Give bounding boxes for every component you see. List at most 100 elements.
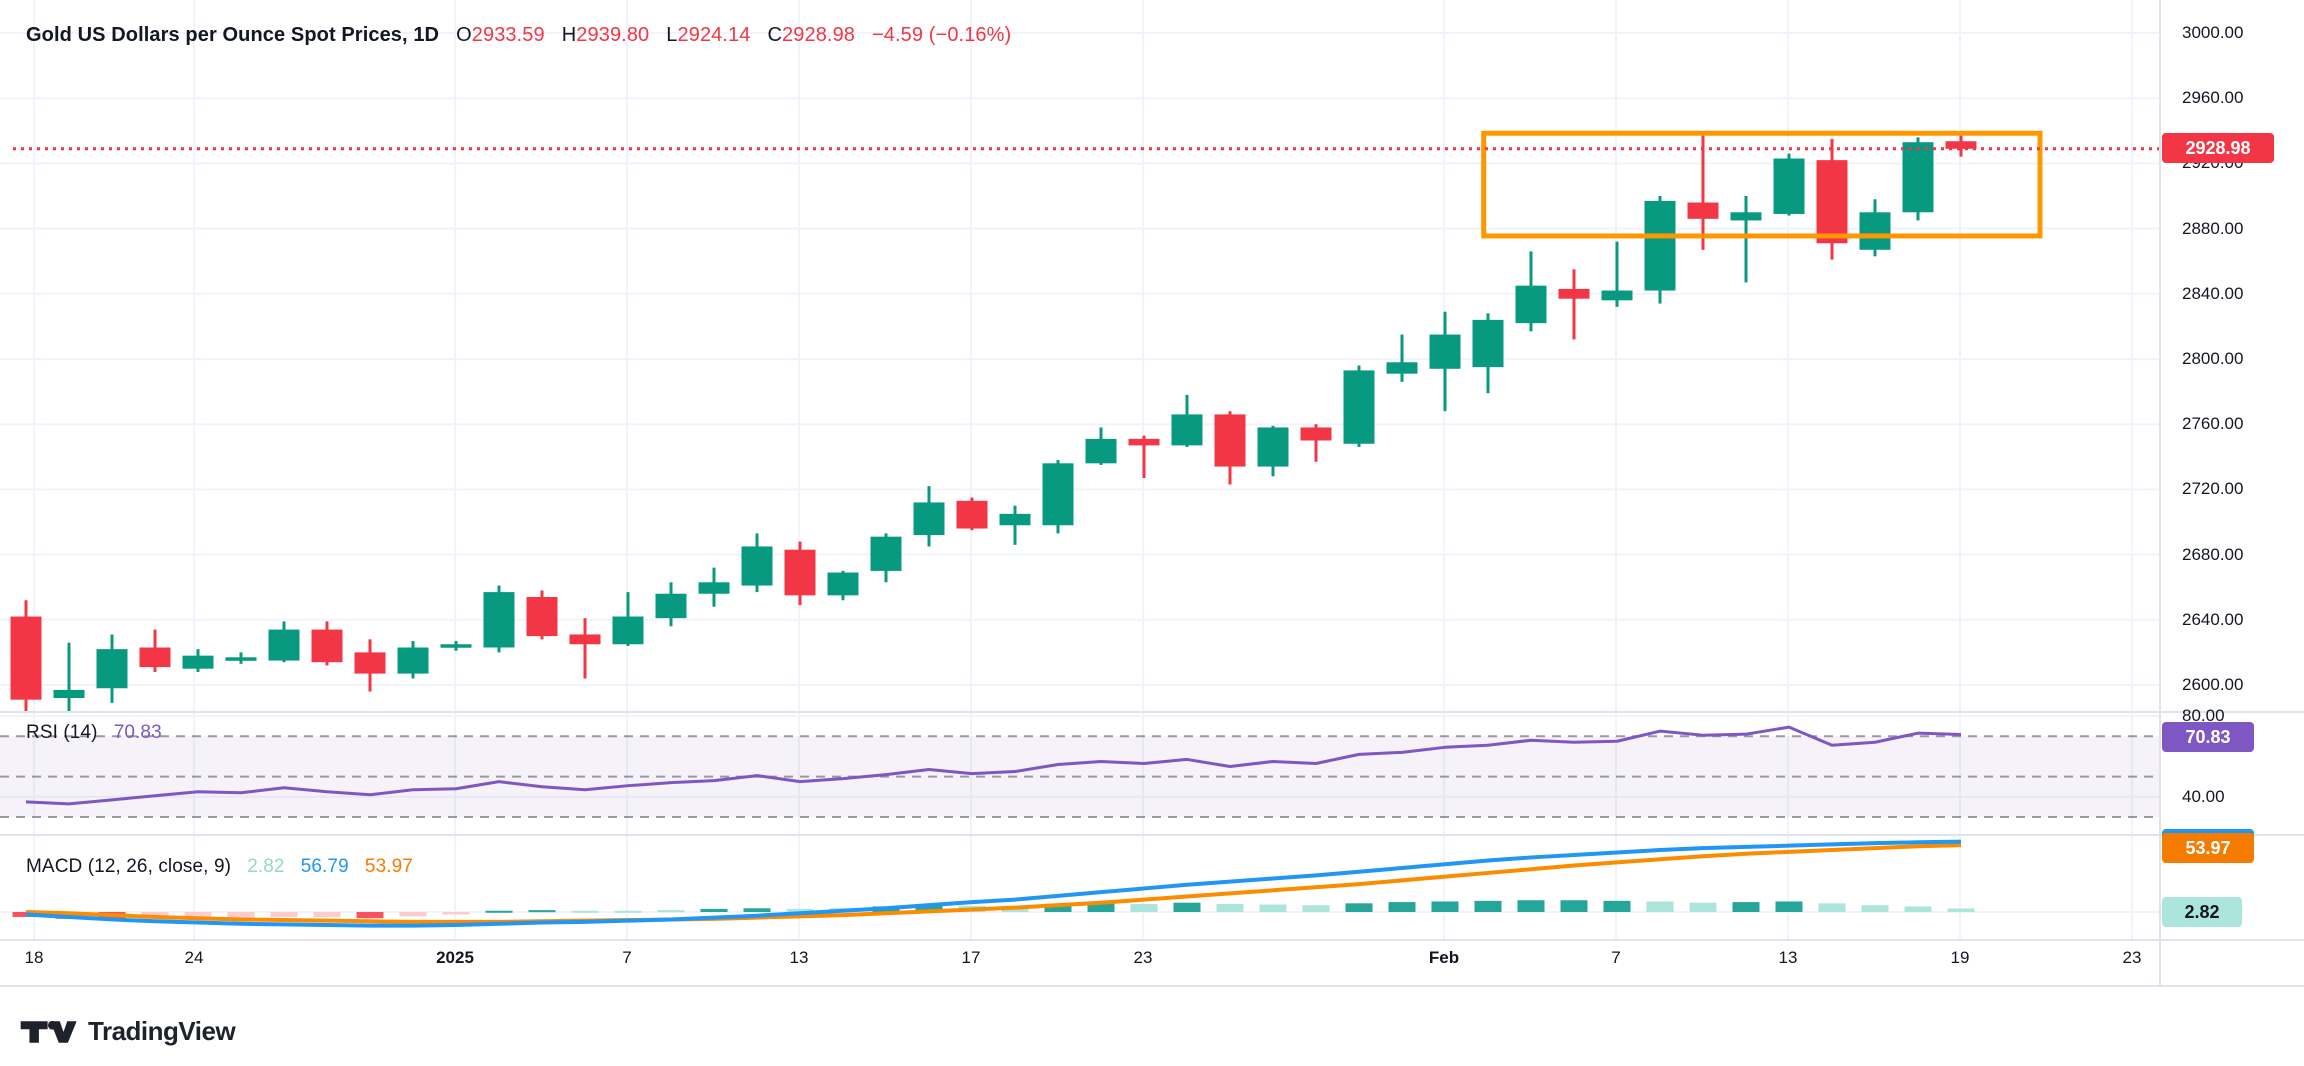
macd-histogram-bar xyxy=(657,910,685,913)
candle xyxy=(1558,269,1590,340)
macd-histogram-bar xyxy=(485,910,513,913)
candlestick-series xyxy=(10,131,1977,713)
open-label: O xyxy=(456,24,472,46)
candle xyxy=(1042,460,1074,534)
candle xyxy=(612,592,644,646)
rsi-line xyxy=(25,725,1962,806)
macd-histogram-bar xyxy=(1775,901,1803,912)
tradingview-logo[interactable]: TradingView xyxy=(20,1016,236,1047)
time-tick: 24 xyxy=(184,948,204,967)
candle xyxy=(1902,137,1934,221)
rsi-legend[interactable]: RSI (14) 70.83 xyxy=(26,722,162,744)
price-tick: 2800.00 xyxy=(2182,349,2244,368)
candle xyxy=(698,567,730,607)
candle xyxy=(999,505,1031,545)
symbol-title: Gold US Dollars per Ounce Spot Prices, 1… xyxy=(26,24,440,46)
time-tick: 19 xyxy=(1950,948,1970,967)
candle xyxy=(655,582,687,627)
candle xyxy=(268,621,300,663)
candle xyxy=(1644,196,1676,304)
candle xyxy=(1945,131,1977,157)
macd-histogram-bar xyxy=(743,908,771,912)
macd-histogram-bar xyxy=(528,910,556,913)
price-tick: 2960.00 xyxy=(2182,88,2244,108)
time-tick: 7 xyxy=(1611,948,1621,967)
macd-histogram-bar xyxy=(1173,902,1201,912)
tradingview-logo-text: TradingView xyxy=(88,1016,236,1046)
macd-histogram-bar xyxy=(571,910,599,913)
price-tick: 2680.00 xyxy=(2182,544,2244,564)
candle xyxy=(1515,251,1547,332)
candle xyxy=(53,642,85,712)
macd-histogram-bar xyxy=(1603,900,1631,912)
chart-plot-area[interactable] xyxy=(0,0,2304,1000)
candle xyxy=(1816,138,1848,260)
macd-histogram-bar xyxy=(1818,903,1846,912)
time-tick: 23 xyxy=(1133,948,1153,967)
macd-histogram-bar xyxy=(915,905,943,912)
macd-signal-value: 53.97 xyxy=(364,856,413,877)
macd-histogram-bar xyxy=(399,912,427,917)
macd-histogram-bar xyxy=(1947,908,1975,912)
macd-histogram-bar xyxy=(1646,901,1674,912)
range-box-annotation[interactable] xyxy=(1481,130,2043,239)
candle xyxy=(1859,199,1891,257)
time-tick: 2025 xyxy=(436,948,474,967)
time-tick: 18 xyxy=(24,948,44,967)
rsi-axis-tick: 80.00 xyxy=(2182,706,2225,725)
macd-histogram-bar xyxy=(1474,900,1502,912)
macd-histogram-bar xyxy=(700,908,728,912)
macd-histogram-bar xyxy=(1130,903,1158,912)
candle xyxy=(311,621,343,666)
candle xyxy=(10,600,42,713)
time-tick: 23 xyxy=(2122,948,2142,967)
candle xyxy=(1171,394,1203,448)
candle xyxy=(1085,427,1117,465)
price-tick: 2760.00 xyxy=(2182,414,2244,434)
macd-legend[interactable]: MACD (12, 26, close, 9) 2.82 56.79 53.97 xyxy=(26,856,413,878)
low-value: 2924.14 xyxy=(677,24,751,46)
candle xyxy=(1730,196,1762,283)
macd-hist-badge: 2.82 xyxy=(2162,897,2242,927)
candle xyxy=(354,639,386,692)
macd-histogram-bar xyxy=(1302,905,1330,912)
price-tick: 3000.00 xyxy=(2182,23,2244,42)
time-tick: 13 xyxy=(789,948,809,967)
macd-histogram-bar xyxy=(1044,904,1072,912)
candle xyxy=(1128,435,1160,478)
macd-histogram-bar xyxy=(1345,903,1373,912)
macd-line xyxy=(25,839,1962,928)
macd-histogram-bar xyxy=(1087,903,1115,912)
macd-line-value: 56.79 xyxy=(300,856,349,877)
macd-histogram-bar xyxy=(1388,902,1416,912)
candle xyxy=(784,541,816,606)
close-label: C xyxy=(767,24,783,46)
macd-histogram-bar xyxy=(1732,902,1760,912)
candle xyxy=(1214,411,1246,485)
macd-histogram-bar xyxy=(1560,900,1588,912)
candle xyxy=(956,497,988,531)
candle xyxy=(569,618,601,679)
symbol-legend[interactable]: Gold US Dollars per Ounce Spot Prices, 1… xyxy=(26,24,1011,47)
candle xyxy=(1773,153,1805,216)
candle xyxy=(96,634,128,703)
last-price-badge: 2928.98 xyxy=(2162,133,2274,163)
candle xyxy=(1257,425,1289,477)
rsi-value: 70.83 xyxy=(113,722,162,743)
candle xyxy=(1472,313,1504,394)
time-tick: 13 xyxy=(1778,948,1798,967)
macd-histogram-bar xyxy=(313,912,341,917)
candle xyxy=(1429,311,1461,412)
macd-histogram-bar xyxy=(1517,900,1545,912)
macd-histogram-bar xyxy=(270,912,298,917)
price-tick: 2640.00 xyxy=(2182,609,2244,629)
rsi-label: RSI (14) xyxy=(26,722,98,743)
high-label: H xyxy=(561,24,577,46)
candle xyxy=(139,629,171,672)
time-tick: 7 xyxy=(622,948,632,967)
macd-histogram-bar xyxy=(786,908,814,912)
macd-hist-value: 2.82 xyxy=(247,856,285,877)
high-value: 2939.80 xyxy=(576,24,650,46)
macd-histogram-bar xyxy=(184,912,212,919)
